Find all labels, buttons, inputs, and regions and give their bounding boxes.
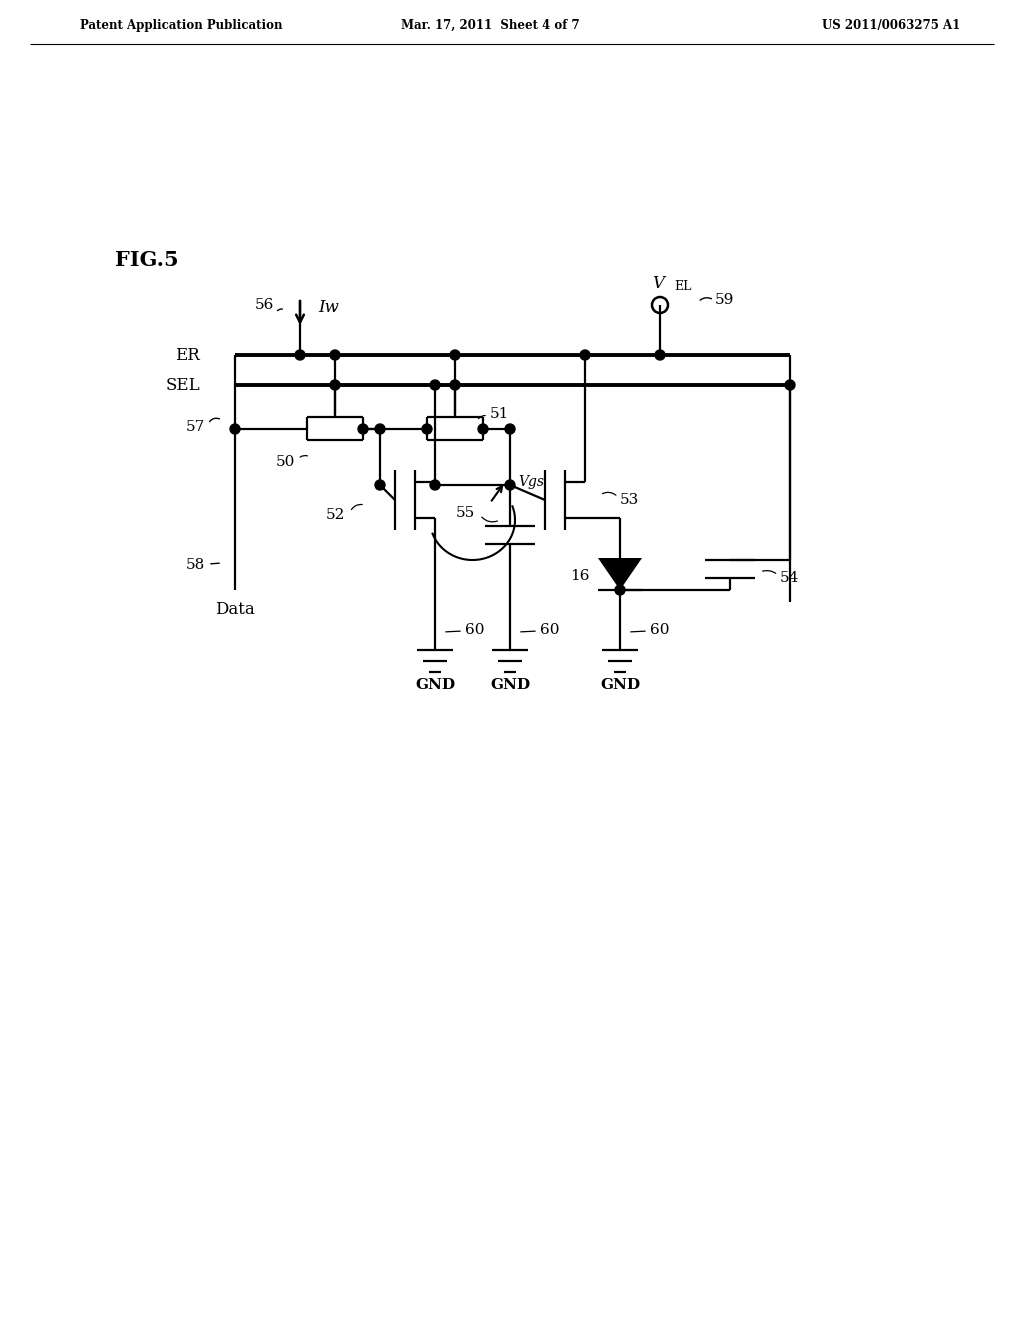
- Text: 53: 53: [620, 492, 639, 507]
- Text: US 2011/0063275 A1: US 2011/0063275 A1: [821, 18, 961, 32]
- Text: 59: 59: [715, 293, 734, 308]
- Circle shape: [375, 480, 385, 490]
- Text: Vgs: Vgs: [518, 475, 544, 488]
- Text: 60: 60: [650, 623, 670, 638]
- Text: 16: 16: [570, 569, 590, 583]
- Text: Iw: Iw: [318, 300, 339, 317]
- Text: Patent Application Publication: Patent Application Publication: [80, 18, 283, 32]
- Text: Mar. 17, 2011  Sheet 4 of 7: Mar. 17, 2011 Sheet 4 of 7: [400, 18, 580, 32]
- Text: EL: EL: [674, 281, 691, 293]
- Text: V: V: [652, 275, 664, 292]
- Text: FIG.5: FIG.5: [115, 249, 178, 271]
- Circle shape: [358, 424, 368, 434]
- Text: GND: GND: [489, 678, 530, 692]
- Text: 58: 58: [185, 558, 205, 572]
- Text: 56: 56: [255, 298, 274, 312]
- Text: GND: GND: [415, 678, 455, 692]
- Text: SEL: SEL: [165, 376, 200, 393]
- Circle shape: [505, 424, 515, 434]
- Text: 55: 55: [456, 506, 475, 520]
- Text: 54: 54: [780, 572, 800, 585]
- Circle shape: [450, 350, 460, 360]
- Text: 51: 51: [490, 407, 509, 421]
- Circle shape: [478, 424, 488, 434]
- Circle shape: [505, 480, 515, 490]
- Circle shape: [615, 585, 625, 595]
- Text: 57: 57: [185, 420, 205, 434]
- Circle shape: [430, 480, 440, 490]
- Circle shape: [375, 424, 385, 434]
- Text: 60: 60: [465, 623, 484, 638]
- Text: GND: GND: [600, 678, 640, 692]
- Text: 52: 52: [326, 508, 345, 521]
- Text: 50: 50: [275, 455, 295, 469]
- Polygon shape: [598, 558, 642, 590]
- Circle shape: [330, 350, 340, 360]
- Circle shape: [785, 380, 795, 389]
- Circle shape: [655, 350, 665, 360]
- Text: 60: 60: [540, 623, 559, 638]
- Circle shape: [422, 424, 432, 434]
- Circle shape: [450, 380, 460, 389]
- Text: Data: Data: [215, 602, 255, 619]
- Circle shape: [295, 350, 305, 360]
- Circle shape: [580, 350, 590, 360]
- Circle shape: [330, 380, 340, 389]
- Circle shape: [230, 424, 240, 434]
- Circle shape: [430, 380, 440, 389]
- Text: ER: ER: [175, 346, 200, 363]
